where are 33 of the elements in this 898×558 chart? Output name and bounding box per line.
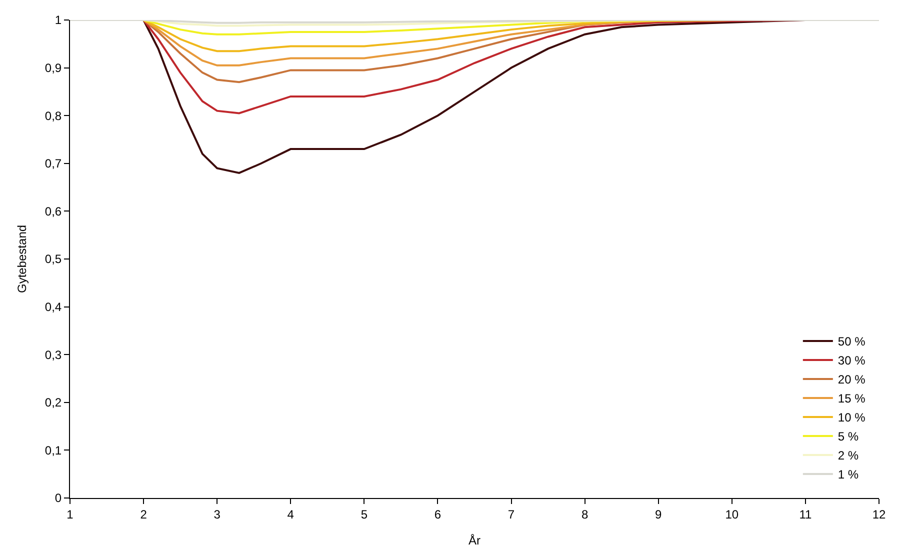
y-tick-label: 1 [54,13,62,28]
y-tick-label: 0,7 [44,156,62,171]
y-tick-label: 0,6 [44,204,62,218]
legend-label: 30 % [838,354,866,368]
legend-label: 2 % [838,448,859,463]
x-tick-label: 11 [799,507,812,522]
x-tick-label: 4 [287,507,294,522]
x-tick-label: 6 [434,507,442,522]
y-tick-label: 0,3 [44,348,62,362]
legend-label: 15 % [838,392,866,406]
x-tick-label: 7 [508,507,515,522]
legend-label: 1 % [838,468,859,482]
x-tick-label: 3 [214,507,221,522]
x-tick-label: 5 [360,507,368,522]
legend-label: 20 % [838,372,866,387]
x-tick-label: 1 [66,507,74,522]
y-tick-label: 0,9 [44,61,62,75]
y-tick-label: 0,8 [44,108,62,123]
y-axis-title: Gytebestand [15,224,30,294]
x-tick-label: 10 [725,507,739,522]
x-tick-label: 9 [655,507,662,522]
y-tick-label: 0,5 [44,252,62,266]
y-tick-label: 0,2 [44,396,62,410]
x-tick-label: 2 [140,507,148,522]
y-tick-label: 0,4 [44,300,62,314]
x-tick-label: 12 [872,507,886,522]
legend-label: 10 % [838,410,866,425]
legend-label: 5 % [838,430,859,444]
y-tick-label: 0 [54,491,62,506]
y-tick-label: 0,1 [44,443,62,458]
x-tick-label: 8 [581,507,588,522]
x-axis-title: År [468,533,481,548]
legend-label: 50 % [838,334,866,349]
